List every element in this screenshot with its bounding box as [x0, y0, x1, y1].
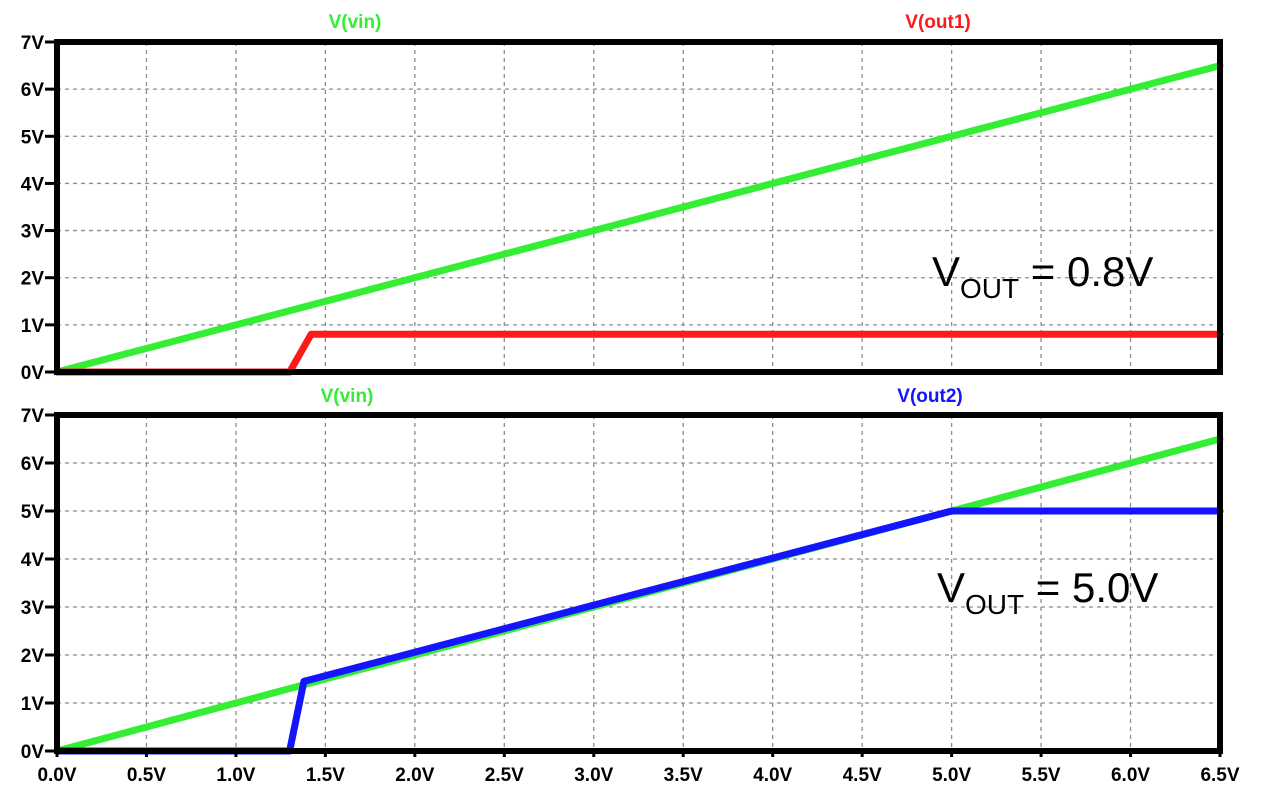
x-tick-label: 4.5V [843, 765, 882, 786]
y-tick-label: 1V [21, 694, 45, 715]
y-tick-label: 3V [21, 222, 45, 243]
y-tick-label: 3V [21, 598, 45, 619]
plot-frame [54, 39, 1223, 375]
y-tick-label: 5V [21, 127, 45, 148]
x-tick-label: 6.5V [1200, 765, 1239, 786]
legend-label: V(out1) [905, 12, 970, 33]
series-line-vout1 [53, 330, 1224, 376]
grid-lines [57, 42, 1220, 372]
y-tick-label: 2V [21, 269, 45, 290]
x-tick-label: 2.0V [395, 765, 434, 786]
vout-symbol: V [932, 248, 960, 295]
y-tick-label: 1V [21, 316, 45, 337]
y-tick-label: 4V [21, 550, 45, 571]
x-tick-label: 4.0V [753, 765, 792, 786]
plot-frame [54, 412, 1223, 754]
series-line-vout2 [53, 507, 1224, 755]
x-tick-label: 0.0V [37, 765, 76, 786]
y-tick-label: 6V [21, 80, 45, 101]
vout-annotation: VOUT = 0.8V [932, 248, 1153, 304]
x-tick-label: 3.5V [664, 765, 703, 786]
x-tick-label: 5.5V [1022, 765, 1061, 786]
legend-label: V(vin) [329, 12, 382, 33]
x-tick-label: 1.5V [306, 765, 345, 786]
legend-label: V(vin) [321, 386, 374, 407]
x-tick-label: 2.5V [485, 765, 524, 786]
plot-panel-1: V(vin) V(out1) 0V 1V 2V 3V 4V 5V 6V 7V VOUT = 0.8V [21, 12, 1224, 384]
y-tick-label: 7V [21, 33, 45, 54]
series-line-vvin [53, 62, 1224, 376]
y-tick-label: 0V [21, 363, 45, 384]
y-tick-label: 4V [21, 174, 45, 195]
y-tick-label: 6V [21, 454, 45, 475]
x-tick-label: 3.0V [574, 765, 613, 786]
x-tick-label: 6.0V [1111, 765, 1150, 786]
x-tick-label: 1.0V [216, 765, 255, 786]
plot-panel-2: V(vin) V(out2) 0V 1V 2V 3V 4V 5V 6V 7V 0.0V 0.5V 1.0… [21, 386, 1240, 786]
y-tick-label: 7V [21, 406, 45, 427]
vout-annotation: VOUT = 5.0V [937, 564, 1158, 620]
x-tick-label: 5.0V [932, 765, 971, 786]
vout-subscript: OUT [965, 589, 1024, 620]
vout-value: = 5.0V [1024, 564, 1158, 611]
y-tick-label: 2V [21, 646, 45, 667]
y-tick-label: 0V [21, 742, 45, 763]
y-tick-label: 5V [21, 502, 45, 523]
vout-value: = 0.8V [1019, 248, 1153, 295]
x-tick-label: 0.5V [127, 765, 166, 786]
vout-symbol: V [937, 564, 965, 611]
vout-subscript: OUT [960, 273, 1019, 304]
legend-label: V(out2) [897, 386, 962, 407]
